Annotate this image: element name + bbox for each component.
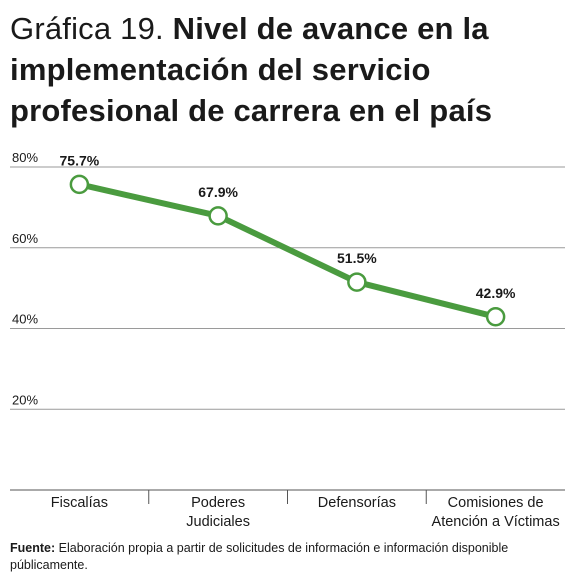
chart-title: Gráfica 19. Nivel de avance en la implem… [10,8,570,131]
y-tick-label: 40% [12,312,38,327]
y-tick-label: 20% [12,392,38,407]
source-text: Elaboración propia a partir de solicitud… [10,541,509,572]
source-note: Fuente: Elaboración propia a partir de s… [10,540,565,574]
data-label: 75.7% [60,152,100,168]
y-tick-label: 80% [12,150,38,165]
data-point [485,307,506,327]
data-label: 51.5% [337,250,377,266]
series-line [76,181,499,320]
y-tick-label: 60% [12,231,38,246]
chart-title-prefix: Gráfica 19. [10,11,164,46]
x-tick-label: Comisiones de [448,495,544,511]
x-tick-label: Poderes [191,495,245,511]
line-chart: 20% 40% 60% 80% Fiscalías Poderes Judiciales De… [10,150,565,530]
data-point [347,272,367,292]
data-label: 42.9% [476,285,516,301]
chart-title-text: Nivel de avance en la implementación del… [10,11,493,128]
x-tick-label: Fiscalías [51,495,108,511]
x-tick-label: Atención a Víctimas [432,514,560,530]
x-tick-label: Judiciales [186,514,250,530]
data-point [69,174,90,195]
source-label: Fuente: [10,541,56,555]
data-point [208,206,228,226]
x-tick-label: Defensorías [318,495,396,511]
data-label: 67.9% [198,184,238,200]
